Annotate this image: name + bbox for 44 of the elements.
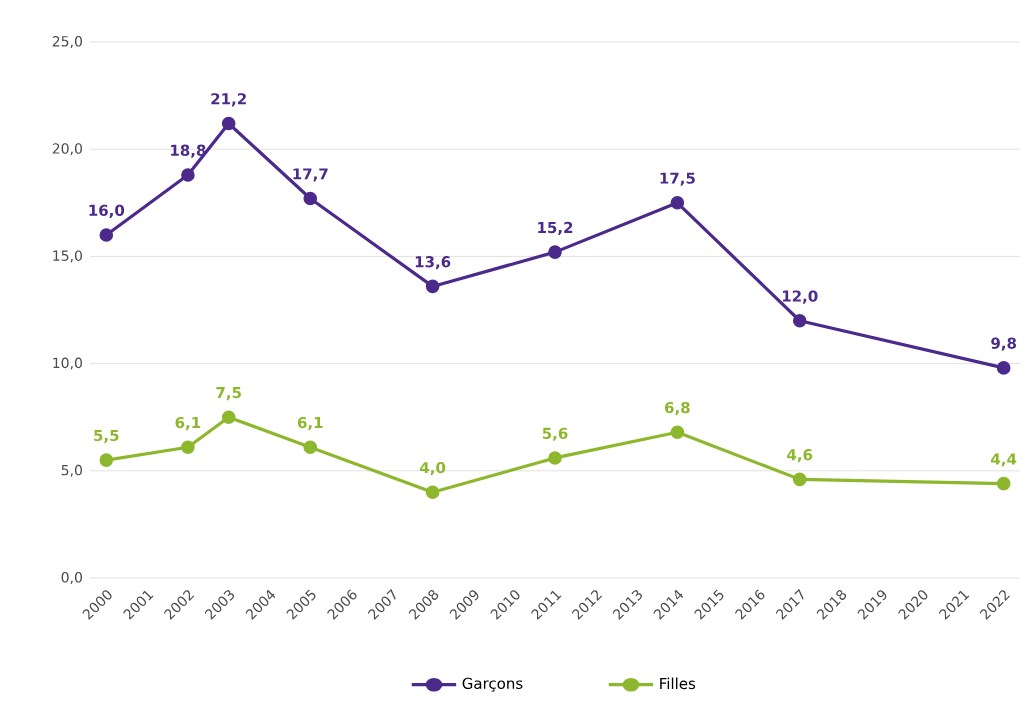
point (996, 476, 1011, 491)
data-label: 16,0 (89, 204, 125, 218)
data-label: 12,0 (782, 290, 818, 304)
y-tick-label: 25,0 (52, 36, 82, 49)
y-tick-label: 20,0 (52, 143, 82, 156)
y-tick-label: 10,0 (53, 357, 82, 370)
y-tick-label: 5,0 (61, 464, 82, 477)
data-label: 5,5 (94, 429, 119, 444)
data-label: 18,8 (171, 144, 206, 158)
data-label: 15,2 (538, 221, 573, 236)
data-label: 5,6 (542, 427, 568, 441)
point (303, 440, 318, 455)
data-label: 17,5 (660, 172, 695, 186)
data-label: 6,1 (297, 416, 323, 431)
data-label: 4,4 (991, 453, 1017, 467)
data-label: 17,7 (293, 168, 328, 182)
legend-label: Garçons (462, 677, 523, 692)
point (303, 191, 318, 206)
point (181, 440, 195, 455)
data-label: 13,6 (415, 256, 451, 270)
point (548, 451, 562, 465)
data-label: 9,8 (991, 337, 1017, 351)
point (548, 245, 562, 259)
point (425, 485, 440, 500)
point (221, 410, 236, 424)
point (181, 168, 195, 182)
data-label: 21,2 (211, 93, 246, 107)
data-label: 6,8 (665, 401, 690, 416)
data-label: 7,5 (216, 387, 241, 401)
data-label: 4,0 (420, 461, 446, 476)
point (670, 425, 685, 440)
point (996, 361, 1011, 375)
legend-label: Filles (660, 677, 696, 690)
point (792, 313, 807, 328)
point (99, 228, 114, 242)
y-tick-label: 0,0 (61, 572, 82, 585)
point (221, 116, 236, 131)
y-tick-label: 15,0 (53, 250, 82, 263)
point (425, 279, 440, 294)
data-label: 4,6 (787, 449, 813, 463)
data-label: 6,1 (175, 416, 201, 431)
point (792, 472, 807, 487)
point (99, 453, 114, 467)
point (670, 196, 685, 210)
